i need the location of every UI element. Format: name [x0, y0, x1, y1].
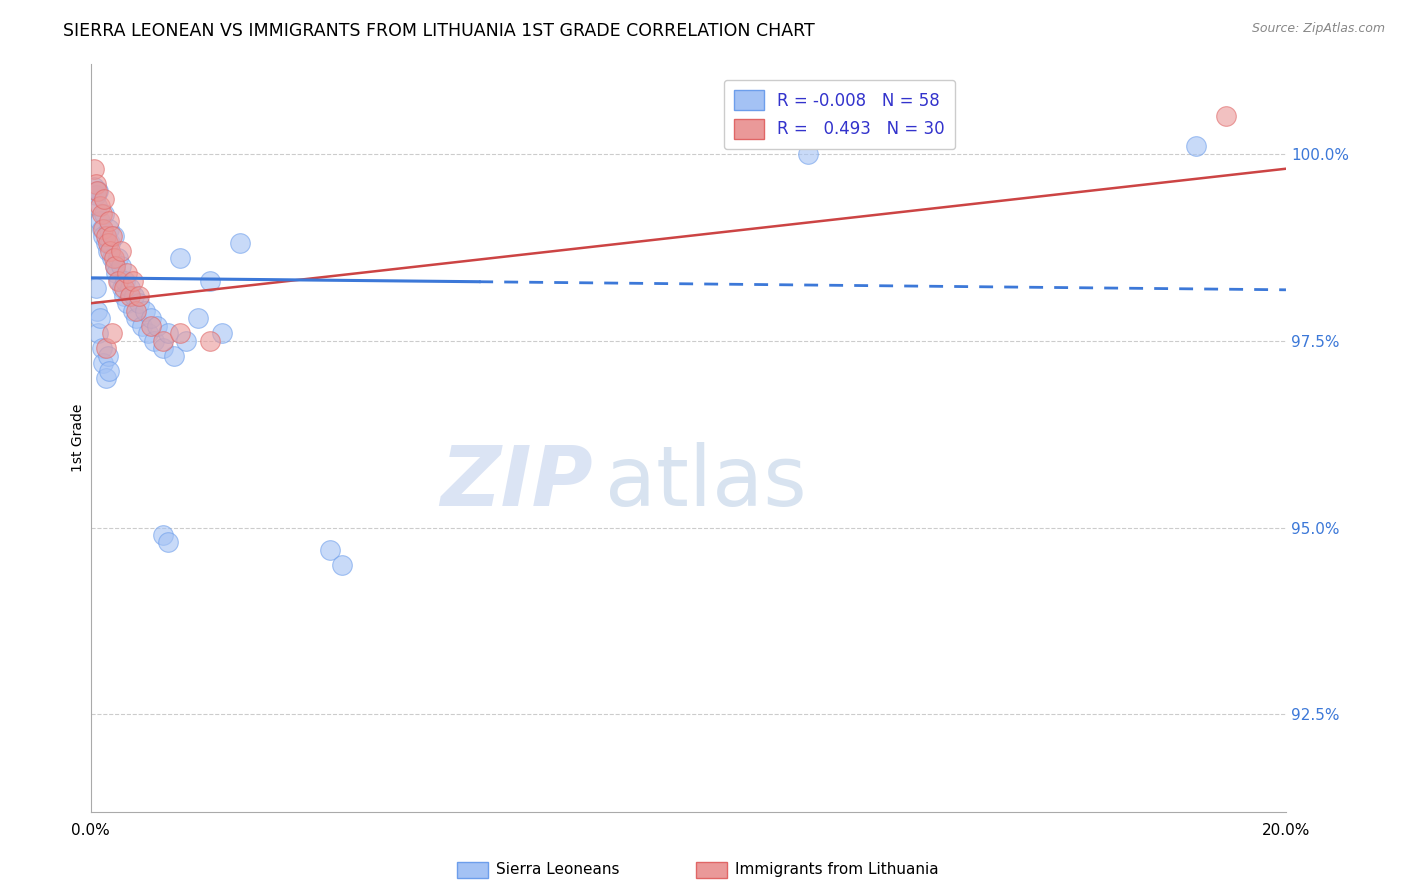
Text: atlas: atlas — [605, 442, 807, 524]
Point — [330, 558, 353, 572]
Point — [96, 236, 118, 251]
Point — [96, 349, 118, 363]
Point — [134, 303, 156, 318]
Point — [124, 311, 146, 326]
Point — [90, 206, 112, 220]
Point — [94, 371, 117, 385]
Point — [797, 146, 820, 161]
Point — [211, 326, 233, 340]
Text: SIERRA LEONEAN VS IMMIGRANTS FROM LITHUANIA 1ST GRADE CORRELATION CHART: SIERRA LEONEAN VS IMMIGRANTS FROM LITHUA… — [63, 22, 815, 40]
Point — [83, 161, 105, 176]
Point — [84, 281, 107, 295]
Point — [110, 259, 132, 273]
Point — [93, 192, 115, 206]
Point — [100, 252, 122, 266]
Point — [112, 281, 135, 295]
Point — [89, 311, 111, 326]
Point — [139, 318, 162, 333]
Point — [128, 296, 150, 310]
Point — [97, 214, 120, 228]
Point — [104, 259, 127, 273]
Point — [91, 356, 114, 370]
Point — [176, 334, 198, 348]
Point — [112, 289, 135, 303]
Point — [124, 303, 146, 318]
Point — [86, 199, 108, 213]
Point — [111, 281, 134, 295]
Point — [86, 184, 108, 198]
Point — [136, 326, 159, 340]
Text: ZIP: ZIP — [440, 442, 593, 524]
Point — [96, 244, 118, 258]
Point — [1215, 109, 1237, 123]
Y-axis label: 1st Grade: 1st Grade — [72, 403, 86, 472]
Point — [152, 528, 174, 542]
Point — [89, 199, 111, 213]
Point — [118, 289, 141, 303]
Point — [103, 229, 125, 244]
Point — [118, 281, 141, 295]
Point — [87, 326, 110, 340]
Text: Source: ZipAtlas.com: Source: ZipAtlas.com — [1251, 22, 1385, 36]
Point — [103, 252, 125, 266]
Point — [229, 236, 252, 251]
Point — [110, 244, 132, 258]
Point — [121, 303, 143, 318]
Point — [107, 274, 129, 288]
Point — [886, 117, 908, 131]
Point — [104, 259, 127, 273]
Point — [84, 177, 107, 191]
Point — [139, 311, 162, 326]
Point — [122, 289, 145, 303]
Point — [104, 266, 127, 280]
Text: Immigrants from Lithuania: Immigrants from Lithuania — [735, 863, 939, 877]
Point — [87, 184, 110, 198]
Text: Sierra Leoneans: Sierra Leoneans — [496, 863, 620, 877]
Point — [93, 206, 115, 220]
Point — [157, 326, 180, 340]
Point — [121, 274, 143, 288]
Legend: R = -0.008   N = 58, R =   0.493   N = 30: R = -0.008 N = 58, R = 0.493 N = 30 — [724, 80, 955, 149]
Point — [107, 252, 129, 266]
Point — [97, 221, 120, 235]
Point — [114, 274, 136, 288]
Point — [98, 236, 121, 251]
Point — [200, 274, 222, 288]
Point — [94, 341, 117, 355]
Point — [100, 326, 122, 340]
Point — [319, 543, 342, 558]
Point — [1185, 139, 1208, 153]
Text: 20.0%: 20.0% — [1261, 822, 1310, 838]
Point — [94, 229, 117, 244]
Point — [90, 341, 112, 355]
Point — [98, 244, 121, 258]
Point — [128, 289, 150, 303]
Point — [94, 236, 117, 251]
Point — [157, 535, 180, 549]
Point — [163, 349, 186, 363]
Point — [91, 229, 114, 244]
Point — [169, 252, 191, 266]
Point — [84, 187, 107, 202]
Point — [90, 221, 112, 235]
Point — [152, 341, 174, 355]
Text: 0.0%: 0.0% — [72, 822, 110, 838]
Point — [200, 334, 222, 348]
Point — [152, 334, 174, 348]
Point — [142, 334, 165, 348]
Point — [100, 229, 122, 244]
Point — [187, 311, 209, 326]
Point — [108, 274, 131, 288]
Point — [97, 363, 120, 377]
Point — [83, 180, 105, 194]
Point — [115, 296, 138, 310]
Point — [169, 326, 191, 340]
Point — [145, 318, 167, 333]
Point — [131, 318, 153, 333]
Point — [115, 266, 138, 280]
Point — [89, 214, 111, 228]
Point — [91, 221, 114, 235]
Point — [86, 303, 108, 318]
